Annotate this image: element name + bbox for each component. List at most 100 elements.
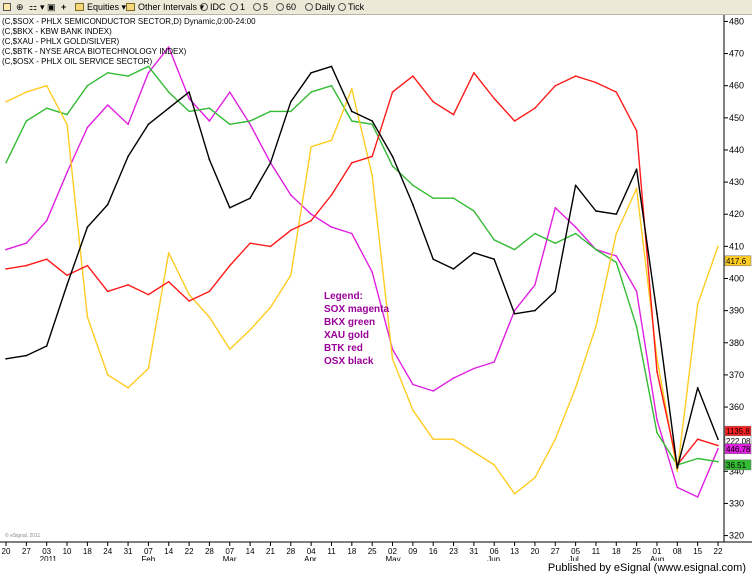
- x-tick-label: 03: [42, 547, 51, 556]
- data-point-btk: [717, 444, 719, 447]
- data-point-osx: [696, 387, 699, 389]
- data-point-bkx: [554, 242, 557, 244]
- publisher-credit: Published by eSignal (www.esignal.com): [547, 562, 746, 574]
- price-marker-label: 1135.8: [726, 427, 750, 436]
- folder-icon: [75, 3, 84, 11]
- data-point-sox: [249, 123, 251, 126]
- interval-tick-button[interactable]: Tick: [338, 1, 364, 13]
- data-point-btk: [432, 101, 435, 103]
- data-point-sox: [86, 126, 89, 129]
- data-point-xau: [330, 139, 333, 142]
- data-point-xau: [229, 348, 231, 351]
- footer: Published by eSignal (www.esignal.com): [0, 561, 752, 576]
- y-tick-label: 450: [729, 113, 744, 123]
- data-point-osx: [432, 258, 435, 260]
- data-point-osx: [310, 72, 312, 74]
- annotation-line-btk: BTK red: [324, 343, 363, 354]
- annotation-title: Legend:: [324, 291, 363, 302]
- data-point-osx: [249, 197, 251, 199]
- price-marker-label: 446.78: [726, 445, 751, 454]
- chart-type-icon[interactable]: [3, 1, 11, 13]
- data-point-xau: [127, 387, 129, 389]
- dropdown-icon[interactable]: ▾: [40, 2, 45, 12]
- data-point-bkx: [208, 107, 211, 109]
- y-tick-label: 400: [729, 274, 744, 284]
- data-point-btk: [473, 72, 475, 74]
- legend-line-bkx: (C,$BKX - KBW BANK INDEX): [2, 27, 112, 36]
- data-point-osx: [208, 158, 211, 161]
- x-tick-label: 31: [124, 547, 133, 556]
- chart-canvas[interactable]: 3203303403503603703803904004104204304404…: [0, 15, 752, 561]
- equities-label: Equities: [87, 2, 120, 12]
- data-point-xau: [167, 252, 170, 254]
- data-point-xau: [5, 101, 7, 103]
- month-label: Jun: [487, 555, 500, 561]
- month-label: Mar: [223, 555, 237, 561]
- y-tick-label: 430: [729, 177, 744, 187]
- data-point-sox: [635, 290, 638, 293]
- crosshair-icon[interactable]: ⊕: [16, 2, 24, 12]
- x-tick-label: 04: [307, 547, 316, 556]
- data-point-bkx: [167, 91, 170, 93]
- data-point-sox: [229, 91, 231, 93]
- data-point-sox: [5, 248, 7, 251]
- data-point-osx: [513, 313, 516, 315]
- x-tick-label: 18: [347, 547, 356, 556]
- annotation-legend: Legend: SOX magenta BKX green XAU gold B…: [324, 291, 389, 367]
- series-line-xau: [5, 84, 719, 495]
- plus-icon[interactable]: +: [61, 2, 67, 12]
- data-point-osx: [595, 210, 597, 212]
- interval-daily-button[interactable]: Daily: [305, 1, 335, 13]
- x-tick-label: 15: [693, 547, 702, 556]
- data-point-osx: [147, 123, 150, 126]
- month-label: Apr: [304, 555, 317, 561]
- refresh-icon[interactable]: ▣: [47, 2, 56, 12]
- data-point-osx: [167, 107, 170, 109]
- price-marker: [724, 459, 752, 471]
- data-point-sox: [106, 104, 109, 106]
- y-tick-label: 320: [729, 531, 744, 541]
- clock-icon: [230, 3, 238, 11]
- data-point-sox: [147, 72, 150, 74]
- data-point-bkx: [147, 65, 150, 68]
- data-point-btk: [615, 91, 618, 93]
- data-point-bkx: [269, 110, 272, 113]
- x-tick-label: 21: [266, 547, 275, 556]
- y-tick-label: 340: [729, 466, 744, 476]
- other-intervals-button[interactable]: Other Intervals ▾: [126, 1, 204, 13]
- data-point-xau: [25, 91, 28, 93]
- data-point-bkx: [493, 239, 496, 241]
- data-point-osx: [5, 358, 7, 360]
- x-tick-label: 05: [571, 547, 580, 556]
- y-tick-label: 360: [729, 402, 744, 412]
- x-tick-layer: 20 27 03 10 18 24 31 07 14 22 28 07 14 21 28 04 11 18 25 02…: [2, 542, 723, 561]
- x-tick-label: 25: [368, 547, 377, 556]
- data-point-osx: [106, 203, 109, 206]
- interval-idc-button[interactable]: IDC: [200, 1, 226, 13]
- equities-button[interactable]: Equities ▾: [75, 1, 126, 13]
- data-point-osx: [615, 213, 618, 215]
- data-point-xau: [554, 438, 557, 441]
- interval-1-button[interactable]: 1: [230, 1, 245, 13]
- data-point-xau: [290, 274, 292, 277]
- x-tick-label: 28: [205, 547, 214, 556]
- data-point-btk: [371, 155, 374, 158]
- x-tick-label: 16: [429, 547, 438, 556]
- data-point-xau: [412, 409, 414, 412]
- data-point-osx: [66, 284, 68, 286]
- data-point-btk: [5, 268, 7, 270]
- y-tick-label: 480: [729, 16, 744, 26]
- data-point-sox: [554, 207, 557, 209]
- data-point-bkx: [635, 325, 638, 328]
- draw-tool-icon[interactable]: ⚏: [29, 2, 38, 12]
- data-point-btk: [513, 120, 516, 122]
- data-point-osx: [188, 91, 190, 93]
- month-label: Feb: [141, 555, 155, 561]
- data-point-btk: [534, 107, 536, 109]
- interval-5-button[interactable]: 5: [253, 1, 268, 13]
- data-point-xau: [208, 316, 211, 318]
- data-point-osx: [554, 290, 557, 293]
- interval-60-button[interactable]: 60: [276, 1, 296, 13]
- x-tick-label: 22: [714, 547, 723, 556]
- data-point-bkx: [5, 162, 7, 164]
